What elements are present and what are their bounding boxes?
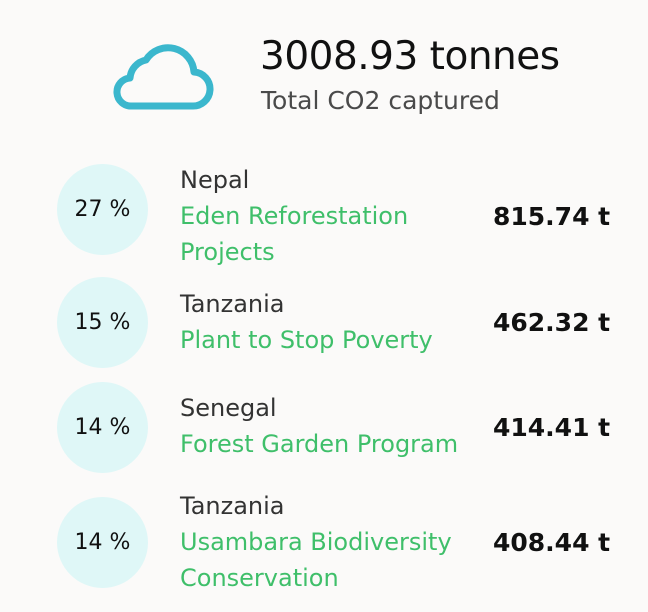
project-amount: 408.44 t	[493, 528, 611, 557]
project-country: Tanzania	[180, 492, 285, 520]
total-co2-label: Total CO2 captured	[261, 86, 500, 115]
project-amount: 815.74 t	[493, 202, 611, 231]
cloud-icon	[113, 44, 214, 110]
project-amount: 414.41 t	[493, 413, 611, 442]
project-name-link[interactable]: Eden Reforestation Projects	[180, 202, 409, 266]
project-country: Tanzania	[180, 290, 285, 318]
total-co2-value: 3008.93 tonnes	[260, 34, 560, 79]
project-country: Senegal	[180, 394, 277, 422]
project-row: 14 % Senegal Forest Garden Program 414.4…	[0, 376, 648, 473]
project-country: Nepal	[180, 166, 250, 194]
percent-badge: 27 %	[57, 164, 148, 255]
project-row: 15 % Tanzania Plant to Stop Poverty 462.…	[0, 272, 648, 368]
project-row: 27 % Nepal Eden Reforestation Projects 8…	[0, 158, 648, 268]
percent-badge: 15 %	[57, 277, 148, 368]
project-name-link[interactable]: Forest Garden Program	[180, 430, 459, 458]
project-name-link[interactable]: Plant to Stop Poverty	[180, 326, 433, 354]
percent-badge: 14 %	[57, 497, 148, 588]
project-name-link[interactable]: Usambara Biodiversity Conservation	[180, 528, 452, 592]
project-amount: 462.32 t	[493, 308, 611, 337]
co2-summary-header: 3008.93 tonnes Total CO2 captured	[0, 0, 648, 140]
percent-badge: 14 %	[57, 382, 148, 473]
project-row: 14 % Tanzania Usambara Biodiversity Cons…	[0, 480, 648, 600]
